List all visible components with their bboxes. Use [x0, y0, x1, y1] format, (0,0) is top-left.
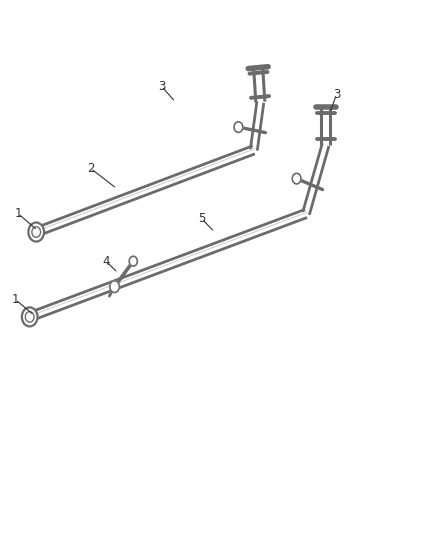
Text: 3: 3 [158, 80, 165, 93]
Text: 5: 5 [198, 212, 205, 225]
Circle shape [22, 308, 38, 326]
Circle shape [129, 256, 138, 266]
Circle shape [234, 122, 243, 132]
Text: 3: 3 [333, 87, 340, 101]
Text: 2: 2 [87, 162, 94, 175]
Circle shape [28, 222, 44, 241]
Text: 1: 1 [11, 293, 19, 306]
Circle shape [292, 173, 301, 184]
Text: 1: 1 [14, 207, 21, 220]
Text: 4: 4 [102, 255, 110, 268]
Circle shape [110, 281, 119, 293]
